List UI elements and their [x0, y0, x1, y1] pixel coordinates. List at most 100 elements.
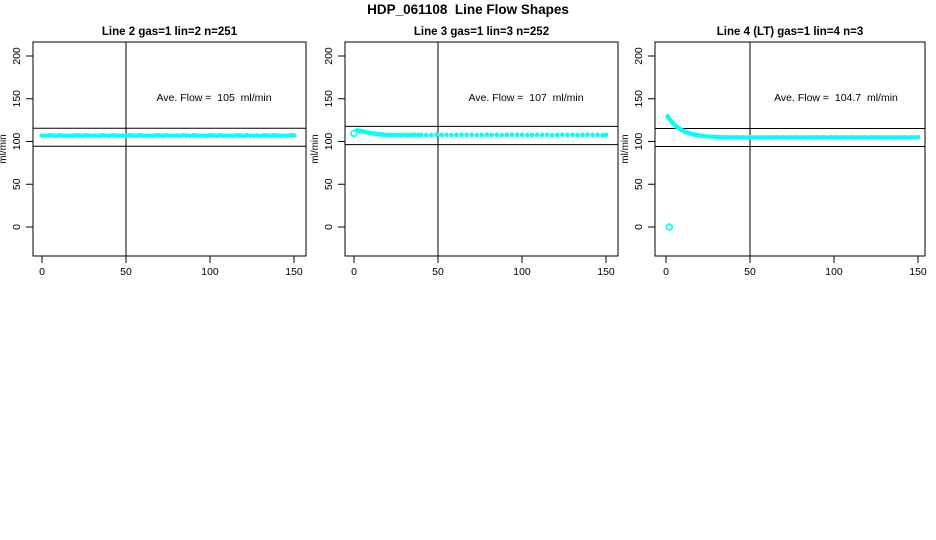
data-point	[130, 133, 136, 138]
data-point	[704, 133, 709, 139]
data-point	[190, 132, 196, 138]
data-point	[575, 132, 580, 138]
data-point	[157, 133, 162, 138]
data-point	[395, 132, 400, 138]
data-point	[801, 134, 807, 140]
data-point	[39, 133, 45, 138]
data-point	[902, 134, 907, 140]
data-point	[845, 135, 850, 140]
data-point	[405, 132, 411, 138]
data-point	[408, 132, 414, 138]
data-point	[791, 135, 796, 140]
data-point	[73, 132, 78, 138]
data-point	[707, 134, 712, 139]
data-point	[381, 132, 387, 137]
data-point	[714, 134, 719, 140]
data-point	[83, 132, 88, 138]
data-point	[808, 134, 813, 140]
data-point	[509, 132, 515, 137]
data-point	[838, 135, 844, 140]
data-point	[288, 132, 293, 138]
data-point	[603, 132, 609, 138]
data-point	[261, 132, 267, 138]
data-point	[519, 132, 525, 138]
data-point	[781, 134, 786, 140]
x-tick-label: 100	[201, 266, 219, 278]
data-point	[217, 132, 223, 138]
x-tick-label: 150	[597, 266, 615, 278]
data-point	[848, 134, 854, 140]
data-point	[861, 134, 867, 140]
data-point	[761, 134, 766, 140]
data-point	[398, 132, 404, 138]
data-point	[418, 132, 424, 138]
y-tick-label: 200	[11, 47, 23, 65]
data-point	[244, 132, 250, 138]
y-axis-title: ml/min	[310, 134, 321, 163]
y-tick-label: 200	[323, 47, 335, 65]
data-point	[459, 132, 464, 137]
panel-box	[344, 41, 619, 257]
panel-box	[32, 41, 307, 257]
data-point	[811, 135, 817, 140]
data-point	[254, 133, 260, 138]
data-point	[595, 132, 600, 138]
data-point	[224, 133, 230, 138]
data-point	[237, 133, 243, 138]
panel-title: Line 2 gas=1 lin=2 n=251	[102, 26, 238, 38]
data-point	[116, 133, 122, 138]
data-point	[200, 133, 206, 138]
data-point	[895, 134, 901, 140]
panel-3: Line 4 (LT) gas=1 lin=4 n=3 0 50 100 150 200 0…	[620, 26, 927, 278]
data-point	[167, 133, 172, 138]
data-point	[454, 132, 459, 138]
data-point	[804, 135, 810, 140]
data-point	[143, 133, 149, 138]
data-point	[415, 132, 421, 138]
data-point	[100, 132, 105, 138]
data-point	[59, 133, 65, 138]
y-tick-label: 100	[323, 133, 335, 151]
data-point	[600, 132, 605, 138]
data-point	[444, 132, 449, 138]
data-point	[479, 132, 484, 138]
data-point	[180, 132, 186, 138]
y-axis-title: ml/min	[0, 134, 9, 163]
data-point	[720, 134, 726, 140]
data-point	[841, 134, 847, 140]
panel-2: Line 3 gas=1 lin=3 n=252 0 50 100 150 200 0 50 1…	[310, 26, 619, 278]
data-point	[514, 132, 520, 138]
data-point	[499, 132, 505, 138]
y-axis-title: ml/min	[620, 134, 631, 163]
data-point	[147, 133, 152, 138]
y-tick-label: 50	[323, 178, 335, 190]
data-point	[271, 132, 277, 138]
data-point	[251, 133, 256, 138]
data-point	[549, 132, 555, 138]
data-point	[892, 135, 897, 140]
data-point	[291, 133, 297, 138]
panel-box	[654, 41, 926, 257]
x-tick-label: 50	[744, 266, 756, 278]
data-point	[412, 132, 417, 137]
x-tick-label: 0	[663, 266, 669, 278]
data-point	[127, 132, 132, 138]
data-point	[821, 134, 827, 140]
x-tick-label: 50	[432, 266, 444, 278]
data-point-open	[665, 223, 674, 231]
data-point	[560, 132, 565, 137]
data-point	[734, 134, 739, 140]
data-point	[113, 133, 119, 138]
data-point	[392, 132, 397, 138]
data-point	[234, 132, 240, 138]
y-tick-label: 200	[633, 47, 645, 65]
data-point	[737, 135, 743, 140]
data-point	[788, 134, 793, 140]
data-point	[868, 134, 874, 140]
x-tick-label: 0	[39, 266, 45, 278]
data-point	[423, 132, 429, 138]
data-point	[489, 132, 495, 138]
data-point	[872, 135, 877, 140]
data-point	[63, 133, 68, 138]
data-point	[908, 134, 914, 140]
